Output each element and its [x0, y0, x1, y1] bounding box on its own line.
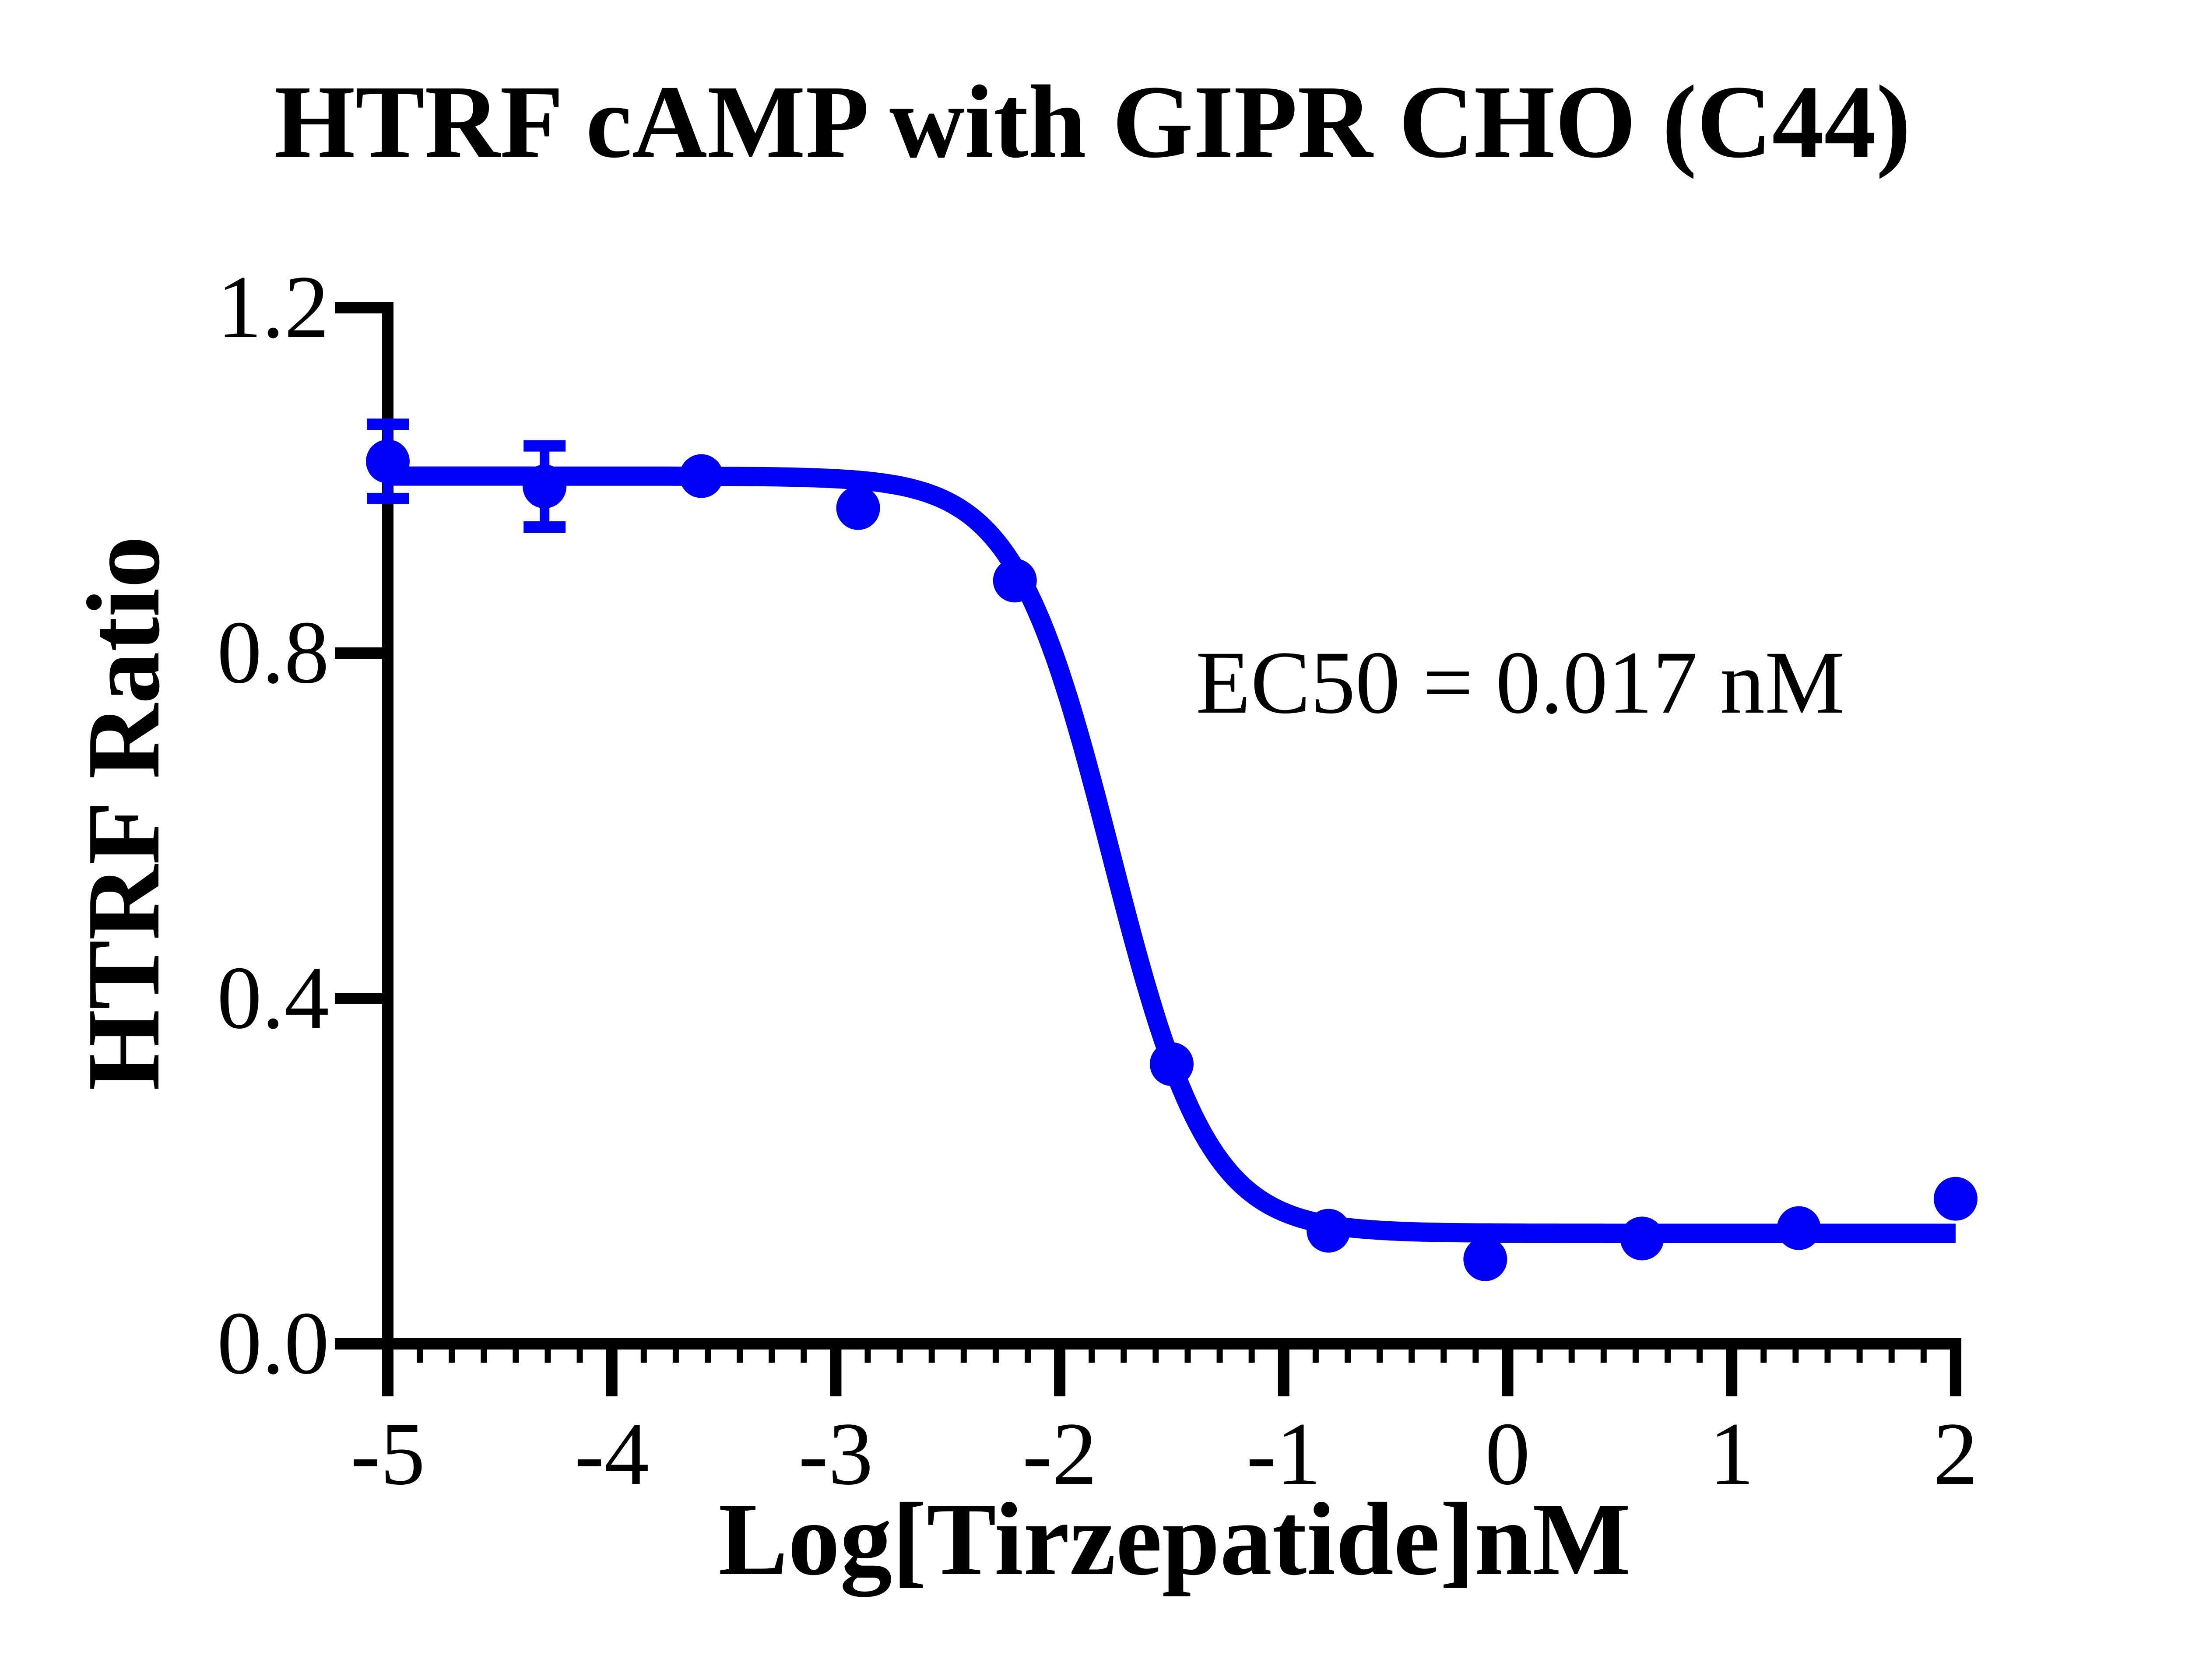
x-tick-label: -2: [1022, 1404, 1097, 1504]
y-tick-label: 0.8: [217, 603, 329, 702]
x-tick-label: -1: [1246, 1404, 1321, 1504]
data-point: [679, 454, 724, 498]
data-point: [366, 439, 410, 484]
data-point: [1777, 1206, 1821, 1250]
data-point: [1933, 1177, 1978, 1221]
y-tick-label: 1.2: [217, 257, 329, 357]
x-tick-label: -5: [351, 1404, 425, 1504]
data-point: [1307, 1209, 1351, 1253]
x-axis-title: Log[Tirzepatide]nM: [718, 1482, 1631, 1597]
data-point: [1620, 1216, 1664, 1261]
x-tick-label: 2: [1933, 1404, 1978, 1504]
fit-curve: [383, 466, 1961, 1243]
ec50-annotation: EC50 = 0.017 nM: [1196, 633, 1845, 732]
data-point: [993, 559, 1037, 603]
data-point: [1463, 1237, 1507, 1281]
data-point: [1149, 1042, 1194, 1086]
y-tick-label: 0.0: [217, 1293, 329, 1393]
x-tick-label: -3: [798, 1404, 873, 1504]
x-tick-label: -4: [574, 1404, 649, 1504]
x-tick-label: 1: [1709, 1404, 1754, 1504]
data-point: [523, 464, 567, 509]
chart-title: HTRF cAMP with GIPR CHO (C44): [274, 64, 1911, 179]
y-tick-label: 0.4: [217, 948, 329, 1047]
x-tick-label: 0: [1485, 1404, 1530, 1504]
data-point: [836, 486, 880, 530]
